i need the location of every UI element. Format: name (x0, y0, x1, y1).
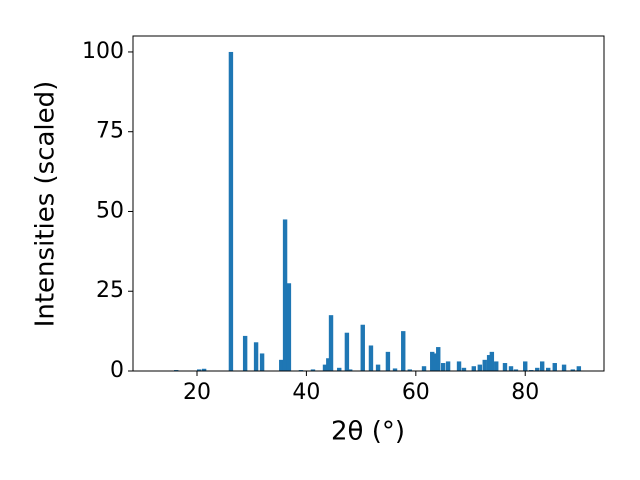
x-axis-label: 2θ (°) (331, 417, 405, 447)
bar (228, 51, 234, 371)
bar (421, 366, 427, 371)
bar (471, 366, 477, 371)
bar (539, 361, 545, 371)
bar (432, 353, 438, 371)
bar (360, 324, 365, 371)
bar (326, 358, 331, 371)
bar (546, 367, 551, 371)
plot-frame (132, 35, 605, 372)
bar (242, 335, 248, 371)
y-tick-label: 75 (96, 119, 124, 144)
bar (561, 364, 567, 371)
y-tick-label: 25 (96, 278, 124, 303)
bar (456, 361, 462, 371)
bar (310, 369, 316, 371)
bar (253, 342, 259, 371)
bar (286, 283, 292, 371)
bar (196, 369, 202, 371)
bar (337, 367, 342, 371)
bar (477, 364, 483, 371)
bar (489, 351, 495, 371)
bar (322, 364, 328, 371)
bar (392, 368, 398, 371)
bar (502, 363, 508, 371)
bar (513, 369, 519, 371)
bar (385, 351, 391, 371)
bar (486, 355, 492, 371)
bar (201, 368, 207, 371)
bar (375, 364, 381, 371)
bar (440, 363, 446, 371)
x-tick-label: 60 (402, 380, 430, 405)
y-axis-label: Intensities (scaled) (31, 81, 61, 328)
y-tick-label: 0 (110, 358, 124, 383)
bar (552, 363, 557, 371)
bar (570, 369, 576, 371)
x-tick-label: 80 (511, 380, 539, 405)
bar (344, 332, 350, 371)
bar (576, 366, 582, 371)
bar (368, 345, 374, 371)
y-tick-label: 50 (96, 198, 124, 223)
bar (401, 331, 406, 371)
bar (508, 366, 514, 371)
bar (430, 351, 435, 371)
bar (482, 359, 487, 371)
bar (535, 367, 540, 371)
x-tick-label: 20 (183, 380, 211, 405)
bar (461, 367, 467, 371)
bar (436, 347, 441, 371)
bar (445, 361, 451, 371)
y-tick-label: 100 (82, 39, 124, 64)
bar (282, 219, 288, 371)
bar (259, 353, 265, 371)
bar (523, 361, 528, 371)
bar (279, 359, 284, 371)
x-tick-label: 40 (292, 380, 320, 405)
bar (494, 361, 499, 371)
bar (328, 315, 334, 371)
bar (347, 369, 353, 371)
bar (407, 369, 413, 371)
